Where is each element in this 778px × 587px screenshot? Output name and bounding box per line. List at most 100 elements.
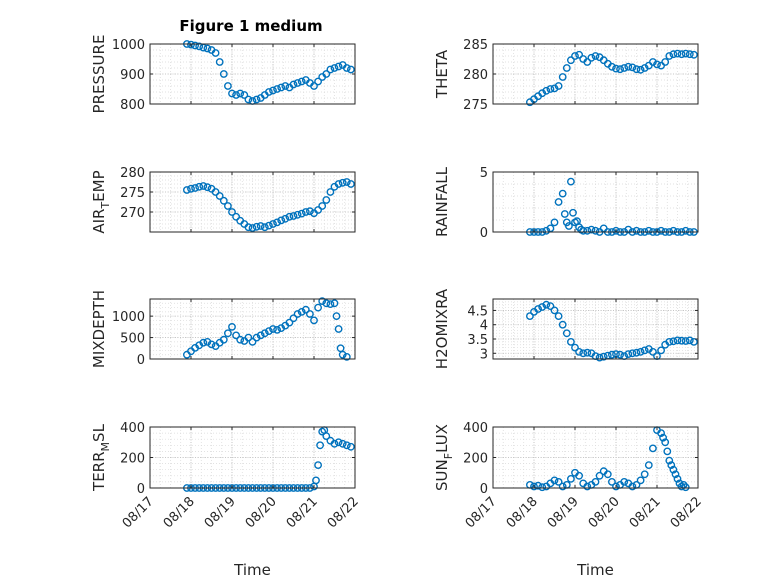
data-point bbox=[301, 208, 310, 216]
data-point bbox=[199, 182, 208, 190]
x-tick-label: 08/19 bbox=[202, 494, 239, 531]
data-point bbox=[558, 320, 567, 329]
data-point bbox=[612, 64, 620, 73]
y-axis-label: RAINFALL bbox=[433, 166, 451, 237]
x-tick-label: 08/19 bbox=[545, 494, 582, 531]
data-point bbox=[285, 212, 294, 221]
data-point bbox=[690, 337, 698, 346]
x-tick-label: 08/18 bbox=[161, 494, 198, 531]
subplot-sun-flux: 0 200 400 SUNFLUX 08/17 08/18 08/19 08/20 08/21 0… bbox=[433, 421, 705, 579]
data-point bbox=[560, 210, 569, 218]
data-point bbox=[575, 471, 583, 480]
data-point bbox=[636, 65, 645, 74]
axes-box bbox=[492, 298, 699, 360]
data-point bbox=[583, 226, 592, 235]
data-point bbox=[326, 65, 335, 74]
data-point bbox=[554, 312, 563, 320]
data-point bbox=[269, 220, 277, 228]
data-point bbox=[616, 65, 624, 74]
data-point bbox=[187, 184, 195, 193]
subplot-pressure: 800 900 1000 PRESSURE bbox=[90, 35, 356, 113]
data-point bbox=[310, 316, 318, 325]
data-point bbox=[685, 50, 694, 59]
data-point bbox=[252, 222, 261, 231]
x-tick-label: 08/22 bbox=[668, 494, 705, 531]
data-point bbox=[565, 222, 573, 230]
data-point bbox=[277, 83, 286, 92]
data-point bbox=[203, 183, 212, 192]
data-point bbox=[211, 49, 220, 57]
data-point bbox=[677, 50, 686, 59]
x-tick-label: 08/22 bbox=[325, 494, 362, 531]
data-point bbox=[681, 226, 690, 235]
data-point bbox=[558, 482, 567, 491]
data-point bbox=[332, 312, 341, 320]
data-point bbox=[636, 476, 645, 485]
data-point bbox=[649, 347, 657, 356]
data-point bbox=[681, 49, 690, 58]
data-point bbox=[628, 482, 637, 491]
data-point bbox=[636, 347, 645, 356]
data-point bbox=[342, 352, 351, 361]
data-point bbox=[273, 85, 281, 93]
data-point bbox=[215, 192, 224, 200]
data-point bbox=[248, 337, 257, 346]
data-point bbox=[195, 42, 204, 51]
data-point bbox=[215, 58, 224, 66]
data-point bbox=[232, 331, 241, 340]
data-point bbox=[326, 300, 335, 308]
y-tick-label: 275 bbox=[463, 98, 488, 113]
data-point bbox=[232, 91, 241, 99]
data-point bbox=[330, 299, 339, 308]
y-tick-label: 1000 bbox=[112, 38, 145, 53]
data-point bbox=[314, 303, 322, 312]
data-point bbox=[297, 77, 306, 86]
data-point bbox=[182, 186, 191, 194]
data-point bbox=[667, 461, 676, 469]
data-point bbox=[659, 433, 667, 442]
data-point bbox=[316, 441, 324, 450]
subplot-mixdepth: 0 500 1000 MIXDEPTH bbox=[90, 290, 356, 368]
data-point bbox=[562, 64, 571, 72]
data-point bbox=[289, 80, 298, 89]
data-point bbox=[219, 196, 228, 205]
data-point bbox=[244, 333, 253, 342]
data-point bbox=[240, 91, 249, 99]
data-point bbox=[628, 349, 637, 358]
x-tick-label: 08/20 bbox=[586, 494, 623, 531]
data-point bbox=[554, 82, 563, 90]
x-tick-label: 08/21 bbox=[627, 494, 664, 531]
y-tick-label: 0 bbox=[137, 482, 145, 497]
data-point bbox=[653, 60, 661, 69]
data-point bbox=[252, 333, 261, 342]
data-point bbox=[657, 226, 665, 235]
data-point bbox=[546, 302, 555, 310]
data-point bbox=[191, 184, 200, 192]
data-point bbox=[228, 89, 236, 98]
data-point bbox=[534, 305, 542, 313]
data-point bbox=[526, 312, 534, 320]
data-point bbox=[649, 444, 657, 453]
figure-title: Figure 1 medium bbox=[179, 17, 322, 35]
y-tick-label: 0 bbox=[137, 353, 145, 368]
data-point bbox=[673, 49, 682, 58]
data-point bbox=[575, 347, 583, 356]
data-point bbox=[264, 88, 273, 96]
y-tick-label: 4.5 bbox=[467, 304, 488, 319]
data-point bbox=[318, 297, 327, 305]
data-point bbox=[334, 438, 343, 447]
data-point bbox=[236, 335, 245, 344]
x-axis-label: Time bbox=[576, 561, 614, 579]
data-point bbox=[342, 441, 351, 450]
data-point bbox=[530, 482, 538, 491]
data-point bbox=[260, 223, 269, 232]
data-point bbox=[322, 196, 331, 204]
data-point bbox=[595, 353, 604, 362]
y-axis-label: H2OMIXRA bbox=[433, 288, 451, 369]
data-point bbox=[681, 483, 690, 492]
data-point bbox=[567, 177, 575, 186]
data-point bbox=[567, 56, 575, 65]
data-point bbox=[281, 214, 290, 223]
data-point bbox=[314, 206, 322, 214]
data-point bbox=[550, 306, 559, 315]
